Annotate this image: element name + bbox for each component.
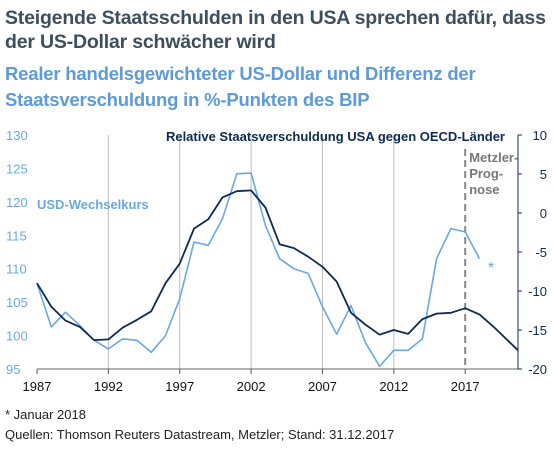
- legend-debt-label: Relative Staatsverschuldung USA gegen OE…: [166, 129, 505, 144]
- chart-subtitle-line1: Realer handelsgewichteter US-Dollar und …: [5, 63, 476, 84]
- source-note: Quellen: Thomson Reuters Datastream, Met…: [5, 427, 395, 442]
- relative-debt-line: [36, 189, 519, 351]
- x-tick-label: 2002: [237, 379, 266, 394]
- forecast-marker-star: *: [488, 260, 494, 277]
- forecast-label-line: nose: [469, 182, 499, 197]
- right-y-tick-label: -5: [535, 245, 547, 260]
- footnote: * Januar 2018: [5, 407, 86, 422]
- left-y-tick-label: 115: [6, 228, 27, 243]
- forecast-label-line: Prog-: [469, 166, 503, 181]
- x-tick-labels: 1987 1992 1997 2002 2007 2012 2017: [23, 379, 480, 394]
- left-y-tick-label: 125: [6, 161, 28, 176]
- x-tick-label: 1992: [94, 379, 123, 394]
- left-y-tick-label: 120: [6, 195, 28, 210]
- vertical-gridlines: [36, 135, 466, 374]
- chart-title-line1: Steigende Staatsschulden in den USA spre…: [5, 7, 546, 29]
- right-y-tick-label: -10: [528, 284, 547, 299]
- left-y-tick-label: 130: [6, 128, 28, 143]
- left-y-tick-label: 100: [6, 329, 28, 344]
- left-y-tick-labels: 130 125 120 115 110 105 100 95: [6, 128, 28, 377]
- left-y-tick-label: 105: [6, 295, 28, 310]
- forecast-label-line: Metzler-: [469, 150, 518, 165]
- right-y-tick-label: -15: [528, 323, 547, 338]
- right-y-tick-label: 0: [540, 206, 547, 221]
- legend-usd-label: USD-Wechselkurs: [37, 197, 149, 212]
- x-tick-label: 1997: [165, 379, 194, 394]
- x-tick-label: 2012: [379, 379, 408, 394]
- chart-subtitle-line2: Staatsverschuldung in %-Punkten des BIP: [5, 89, 370, 110]
- x-tick-label: 2007: [308, 379, 337, 394]
- right-y-tick-label: -20: [528, 362, 547, 377]
- left-y-tick-label: 95: [6, 362, 20, 377]
- forecast-label: Metzler-Prog-nose: [469, 150, 518, 197]
- right-y-tick-label: 5: [540, 167, 547, 182]
- x-tick-label: 1987: [23, 379, 52, 394]
- right-y-tick-labels: 10 5 0 -5 -10 -15 -20: [518, 128, 547, 377]
- left-y-tick-label: 110: [6, 262, 27, 277]
- x-tick-label: 2017: [451, 379, 480, 394]
- chart-title-line2: der US-Dollar schwächer wird: [5, 31, 276, 53]
- right-y-tick-label: 10: [533, 128, 547, 143]
